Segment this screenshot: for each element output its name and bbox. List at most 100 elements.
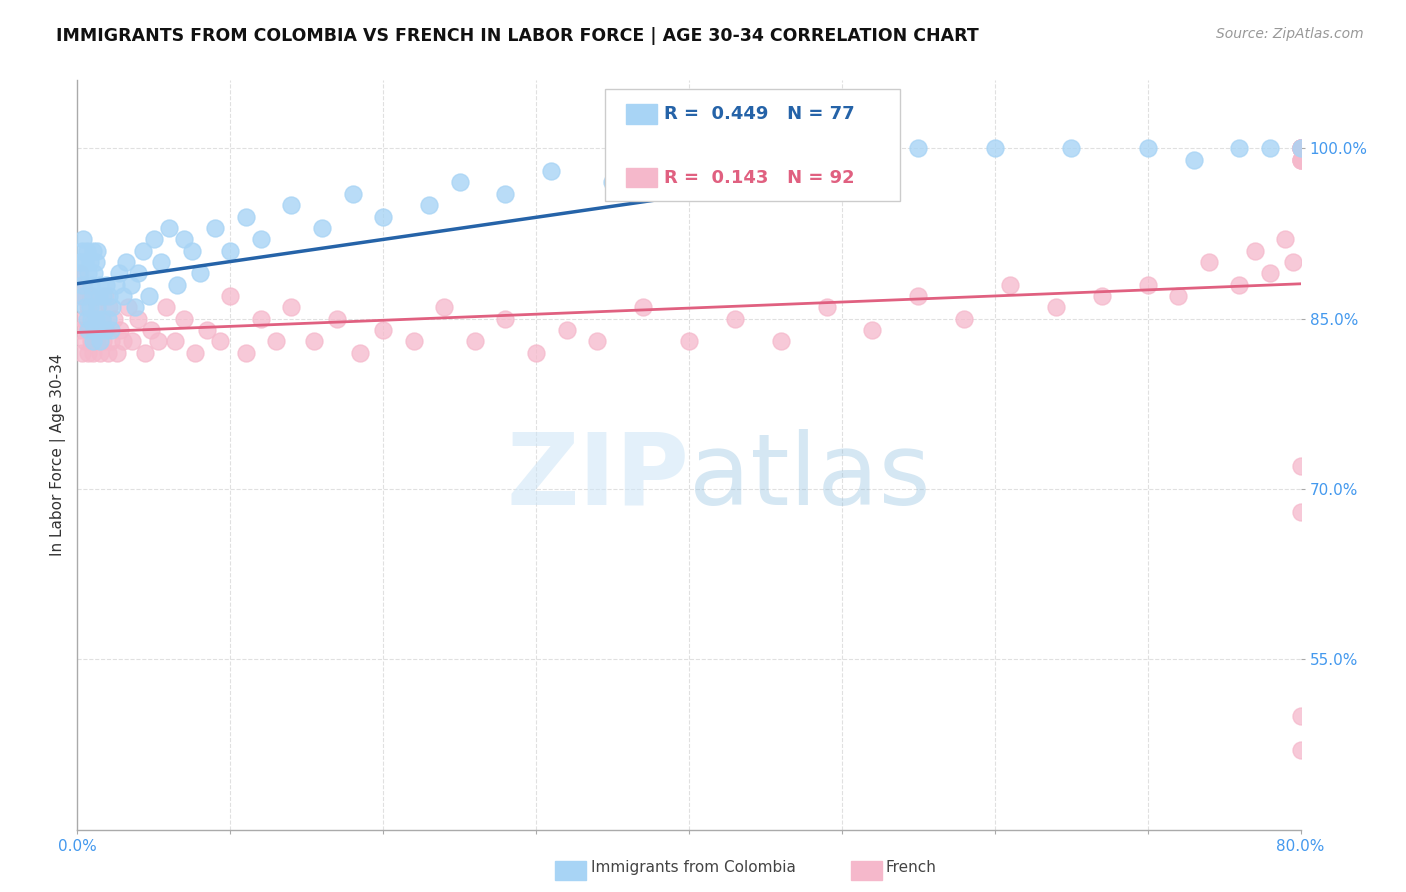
Point <box>104 277 127 292</box>
Point <box>1289 141 1312 155</box>
Point <box>124 301 146 315</box>
Point <box>96 277 118 292</box>
Point <box>769 334 792 349</box>
Point <box>1060 141 1083 155</box>
Point <box>87 323 110 337</box>
Point <box>82 334 104 349</box>
Point <box>150 255 173 269</box>
Point <box>80 277 103 292</box>
Point <box>907 141 929 155</box>
Point <box>107 266 129 280</box>
Point <box>264 334 287 349</box>
Point <box>96 323 118 337</box>
Point <box>1136 277 1159 292</box>
Point <box>77 266 100 280</box>
Point <box>184 345 207 359</box>
Point <box>280 198 302 212</box>
Point <box>1182 153 1205 167</box>
Point <box>1136 141 1159 155</box>
Point <box>105 345 128 359</box>
Point <box>907 289 929 303</box>
Point <box>250 232 273 246</box>
Point <box>91 289 114 303</box>
Point <box>326 311 349 326</box>
Point <box>157 220 180 235</box>
Text: Immigrants from Colombia: Immigrants from Colombia <box>591 861 796 875</box>
Point <box>89 345 111 359</box>
Point <box>342 186 364 201</box>
Point <box>173 232 195 246</box>
Point <box>1229 277 1251 292</box>
Point <box>76 244 98 258</box>
Point <box>1289 153 1312 167</box>
Point <box>495 311 517 326</box>
Text: IMMIGRANTS FROM COLOMBIA VS FRENCH IN LABOR FORCE | AGE 30-34 CORRELATION CHART: IMMIGRANTS FROM COLOMBIA VS FRENCH IN LA… <box>56 27 979 45</box>
Point <box>953 311 976 326</box>
Text: atlas: atlas <box>689 429 931 526</box>
Point <box>155 301 177 315</box>
Point <box>120 277 142 292</box>
Point <box>1289 153 1312 167</box>
Point <box>132 244 155 258</box>
Point <box>91 334 114 349</box>
Text: ZIP: ZIP <box>506 429 689 526</box>
Point <box>67 266 90 280</box>
Point <box>84 311 107 326</box>
Point <box>72 311 94 326</box>
Point <box>1274 232 1296 246</box>
Point <box>208 334 231 349</box>
Point <box>862 323 884 337</box>
Point <box>631 301 654 315</box>
Text: French: French <box>886 861 936 875</box>
Point <box>586 334 609 349</box>
Point <box>371 210 394 224</box>
Point <box>166 277 188 292</box>
Point <box>1198 255 1220 269</box>
Point <box>678 334 700 349</box>
Point <box>73 289 96 303</box>
Point <box>117 301 139 315</box>
Point <box>72 232 94 246</box>
Point <box>1091 289 1114 303</box>
Point <box>495 186 517 201</box>
Point <box>112 334 135 349</box>
Point <box>98 289 121 303</box>
Point <box>112 289 135 303</box>
Point <box>79 255 101 269</box>
Point <box>115 255 138 269</box>
Point <box>83 323 105 337</box>
Point <box>1289 141 1312 155</box>
Point <box>90 311 112 326</box>
Point <box>769 141 792 155</box>
Point <box>371 323 394 337</box>
Point <box>831 153 853 167</box>
Point <box>349 345 371 359</box>
Point <box>555 323 578 337</box>
Point <box>73 255 96 269</box>
Point <box>76 311 98 326</box>
Point <box>165 334 187 349</box>
Point <box>67 289 90 303</box>
Point <box>89 334 111 349</box>
Point <box>402 334 425 349</box>
Point <box>311 220 333 235</box>
Point <box>138 289 160 303</box>
Point <box>1289 153 1312 167</box>
Point <box>87 289 110 303</box>
Point <box>647 153 669 167</box>
Point <box>84 255 107 269</box>
Point <box>1258 141 1281 155</box>
Point <box>82 289 104 303</box>
Point <box>86 244 108 258</box>
Point <box>103 311 125 326</box>
Point <box>72 277 94 292</box>
Point <box>724 311 747 326</box>
Point <box>984 141 1007 155</box>
Point <box>86 301 108 315</box>
Y-axis label: In Labor Force | Age 30-34: In Labor Force | Age 30-34 <box>51 353 66 557</box>
Point <box>449 176 471 190</box>
Point <box>82 244 104 258</box>
Point <box>77 301 100 315</box>
Point <box>1243 244 1265 258</box>
Point <box>97 345 120 359</box>
